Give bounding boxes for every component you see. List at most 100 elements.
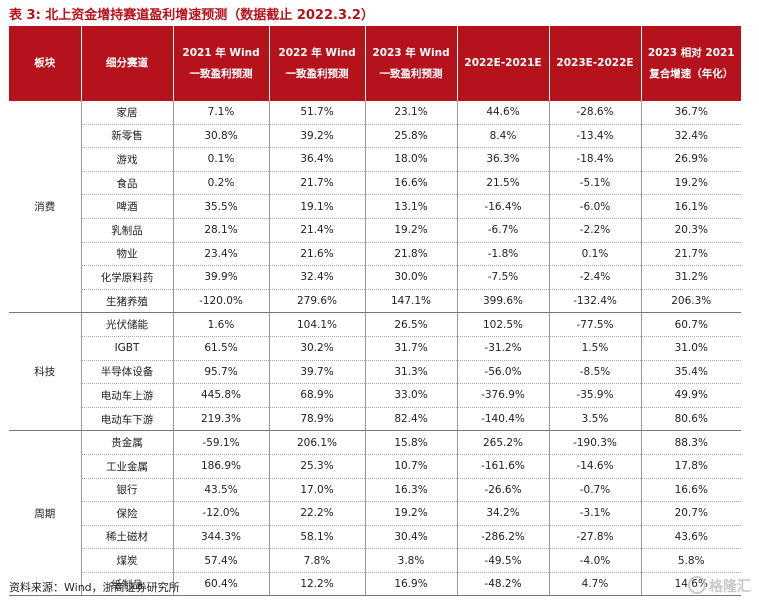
value-cell: 219.3% xyxy=(173,407,270,432)
table-row: 食品 0.2% 21.7% 16.6% 21.5% -5.1% 19.2% xyxy=(9,171,741,196)
value-cell: 20.3% xyxy=(641,218,741,243)
value-cell: 36.4% xyxy=(269,147,366,172)
value-cell: 31.2% xyxy=(641,265,741,290)
value-cell: 4.7% xyxy=(549,572,642,597)
value-cell: 21.8% xyxy=(365,242,458,267)
track-name-cell: 化学原料药 xyxy=(81,265,174,290)
value-cell: -77.5% xyxy=(549,312,642,337)
value-cell: 39.2% xyxy=(269,124,366,149)
value-cell: 8.4% xyxy=(457,124,550,149)
value-cell: 32.4% xyxy=(269,265,366,290)
value-cell: 16.6% xyxy=(641,478,741,503)
value-cell: 20.7% xyxy=(641,501,741,526)
track-name-cell: 新零售 xyxy=(81,124,174,149)
value-cell: 1.5% xyxy=(549,336,642,361)
source-note: 资料来源：Wind，浙商证券研究所 xyxy=(9,581,180,594)
value-cell: 28.1% xyxy=(173,218,270,243)
value-cell: 21.7% xyxy=(641,242,741,267)
value-cell: 1.6% xyxy=(173,312,270,337)
value-cell: 88.3% xyxy=(641,430,741,455)
header-sector: 板块 xyxy=(9,26,82,101)
value-cell: 265.2% xyxy=(457,430,550,455)
value-cell: 80.6% xyxy=(641,407,741,432)
value-cell: -2.2% xyxy=(549,218,642,243)
header-row: 板块 细分赛道 2021 年 Wind 一致盈利预测 2022 年 Wind 一… xyxy=(9,26,741,101)
value-cell: -3.1% xyxy=(549,501,642,526)
value-cell: 49.9% xyxy=(641,383,741,408)
value-cell: 35.5% xyxy=(173,194,270,219)
value-cell: 279.6% xyxy=(269,289,366,314)
track-name-cell: 半导体设备 xyxy=(81,360,174,385)
value-cell: 26.9% xyxy=(641,147,741,172)
table-row: 乳制品 28.1% 21.4% 19.2% -6.7% -2.2% 20.3% xyxy=(9,218,741,243)
value-cell: -376.9% xyxy=(457,383,550,408)
value-cell: 102.5% xyxy=(457,312,550,337)
value-cell: 0.2% xyxy=(173,171,270,196)
value-cell: 39.9% xyxy=(173,265,270,290)
header-2023-minus-2022: 2023E-2022E xyxy=(549,26,642,101)
value-cell: 17.0% xyxy=(269,478,366,503)
value-cell: 25.8% xyxy=(365,124,458,149)
value-cell: 31.0% xyxy=(641,336,741,361)
table-row: 生猪养殖 -120.0% 279.6% 147.1% 399.6% -132.4% 206.… xyxy=(9,289,741,314)
value-cell: -59.1% xyxy=(173,430,270,455)
value-cell: -49.5% xyxy=(457,548,550,573)
header-cagr: 2023 相对 2021 复合增速（年化） xyxy=(641,26,741,101)
header-2023-forecast: 2023 年 Wind 一致盈利预测 xyxy=(365,26,458,101)
value-cell: -120.0% xyxy=(173,289,270,314)
table-row: 化学原料药 39.9% 32.4% 30.0% -7.5% -2.4% 31.2% xyxy=(9,265,741,290)
value-cell: 23.1% xyxy=(365,101,458,125)
track-name-cell: 保险 xyxy=(81,501,174,526)
value-cell: -12.0% xyxy=(173,501,270,526)
value-cell: -26.6% xyxy=(457,478,550,503)
value-cell: 19.2% xyxy=(641,171,741,196)
value-cell: 34.2% xyxy=(457,501,550,526)
value-cell: 399.6% xyxy=(457,289,550,314)
value-cell: 30.0% xyxy=(365,265,458,290)
value-cell: 60.4% xyxy=(173,572,270,597)
value-cell: -56.0% xyxy=(457,360,550,385)
value-cell: 25.3% xyxy=(269,454,366,479)
value-cell: 43.6% xyxy=(641,525,741,550)
value-cell: 39.7% xyxy=(269,360,366,385)
value-cell: 10.7% xyxy=(365,454,458,479)
value-cell: 18.0% xyxy=(365,147,458,172)
track-name-cell: 啤酒 xyxy=(81,194,174,219)
value-cell: 21.5% xyxy=(457,171,550,196)
track-name-cell: 乳制品 xyxy=(81,218,174,243)
value-cell: 7.8% xyxy=(269,548,366,573)
track-name-cell: 煤炭 xyxy=(81,548,174,573)
value-cell: 12.2% xyxy=(269,572,366,597)
table-row: 物业 23.4% 21.6% 21.8% -1.8% 0.1% 21.7% xyxy=(9,242,741,267)
sector-cell: 消费 xyxy=(9,101,82,314)
value-cell: -161.6% xyxy=(457,454,550,479)
value-cell: 26.5% xyxy=(365,312,458,337)
value-cell: -35.9% xyxy=(549,383,642,408)
table-row: 周期 贵金属 -59.1% 206.1% 15.8% 265.2% -190.3% 88.3% xyxy=(9,430,741,597)
watermark-icon xyxy=(688,576,706,594)
track-name-cell: 贵金属 xyxy=(81,430,174,455)
header-2021-forecast: 2021 年 Wind 一致盈利预测 xyxy=(173,26,270,101)
value-cell: 36.3% xyxy=(457,147,550,172)
value-cell: 36.7% xyxy=(641,101,741,125)
table-row: 银行 43.5% 17.0% 16.3% -26.6% -0.7% 16.6% xyxy=(9,478,741,503)
value-cell: -48.2% xyxy=(457,572,550,597)
table-row: 消费 家居 7.1% 51.7% 23.1% 44.6% -28.6% 36.7% xyxy=(9,101,741,314)
sector-cell: 周期 xyxy=(9,430,82,597)
value-cell: 58.1% xyxy=(269,525,366,550)
value-cell: 31.3% xyxy=(365,360,458,385)
sector-cell: 科技 xyxy=(9,312,82,432)
value-cell: -16.4% xyxy=(457,194,550,219)
table-row: 半导体设备 95.7% 39.7% 31.3% -56.0% -8.5% 35.4% xyxy=(9,360,741,385)
value-cell: -1.8% xyxy=(457,242,550,267)
value-cell: -4.0% xyxy=(549,548,642,573)
value-cell: 43.5% xyxy=(173,478,270,503)
value-cell: 186.9% xyxy=(173,454,270,479)
watermark-logo: 格隆汇 xyxy=(688,576,751,596)
value-cell: 57.4% xyxy=(173,548,270,573)
value-cell: 32.4% xyxy=(641,124,741,149)
value-cell: 19.2% xyxy=(365,501,458,526)
value-cell: 0.1% xyxy=(549,242,642,267)
table-row: 纸制品 60.4% 12.2% 16.9% -48.2% 4.7% 14.6% xyxy=(9,572,741,597)
value-cell: 19.1% xyxy=(269,194,366,219)
